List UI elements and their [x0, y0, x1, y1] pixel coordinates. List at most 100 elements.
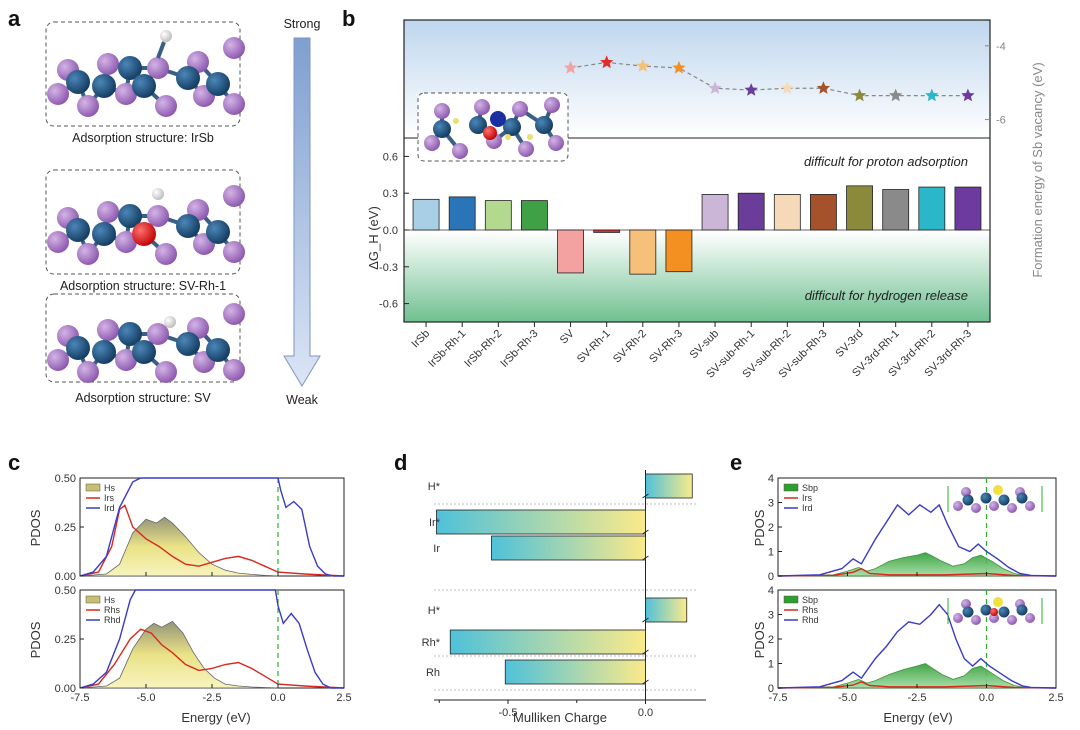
arrow-label-weak: Weak: [286, 393, 318, 407]
y-tick-label: 0.00: [55, 683, 76, 695]
formation-energy-star: [672, 60, 686, 74]
mulliken-bar: [504, 659, 646, 685]
y-tick-label: 0: [768, 683, 774, 695]
sb-atom: [953, 613, 963, 623]
e-top-ylabel: PDOS: [752, 509, 767, 546]
pdos-line-rhd: [777, 603, 1057, 689]
sb-atom: [1007, 615, 1017, 625]
x-tick-label: IrSb: [409, 328, 432, 351]
vacancy-marker: [453, 118, 459, 124]
y-tick-label: 2: [768, 522, 774, 534]
legend-swatch: [783, 595, 799, 604]
mulliken-bar: [645, 597, 688, 623]
legend-label: Rhs: [104, 605, 121, 615]
mulliken-bar: [645, 473, 693, 499]
sb-atom: [223, 241, 245, 263]
y-tick-label: 3: [768, 498, 774, 510]
h-atom: [152, 188, 164, 200]
rh-atom: [132, 222, 156, 246]
ir-atom: [66, 336, 90, 360]
x-tick-label: SV-Rh-2: [611, 328, 649, 366]
formation-energy-star: [636, 59, 650, 72]
h-atom: [164, 316, 176, 328]
y-tick-label: 0.50: [55, 473, 76, 485]
legend-label: Sbp: [802, 483, 818, 493]
x-tick-label: IrSb-Rh-1: [426, 328, 468, 370]
formation-energy-star: [889, 88, 903, 102]
formation-energy-star: [708, 81, 722, 94]
bar: [448, 196, 476, 231]
category-label: Ir*: [429, 517, 441, 529]
y-tick-label: 0.0: [383, 225, 398, 237]
sb-atom: [1025, 501, 1035, 511]
plot-frame-b: [403, 19, 991, 323]
legend-swatch: [85, 595, 101, 604]
ir-atom: [176, 66, 200, 90]
sb-atom: [548, 135, 564, 151]
y-tick-label: 0.3: [383, 188, 398, 200]
vacancy-marker: [527, 134, 533, 140]
x-tick-label: 0.0: [638, 707, 653, 719]
x-tick-label: SV-3rd: [833, 328, 865, 360]
bar: [954, 186, 982, 231]
bar: [412, 198, 440, 231]
ir-atom: [92, 340, 116, 364]
ir-atom: [118, 204, 142, 228]
legend-label: Sbp: [802, 595, 818, 605]
sb-atom: [452, 143, 468, 159]
caption-irsb: Adsorption structure: IrSb: [72, 131, 214, 145]
sb-atom: [47, 231, 69, 253]
sb-atom: [77, 243, 99, 265]
sb-atom: [97, 53, 119, 75]
x-tick-label: -2.5: [203, 692, 222, 704]
bar: [810, 194, 837, 231]
panel-label-c: c: [8, 450, 20, 475]
sb-atom: [953, 501, 963, 511]
caption-sv-rh-1: Adsorption structure: SV-Rh-1: [60, 279, 226, 293]
bar: [737, 192, 765, 231]
c-bottom-ylabel: PDOS: [28, 621, 43, 658]
binding-strength-arrow: [283, 37, 321, 387]
e-xlabel: Energy (eV): [883, 710, 952, 725]
c-top-ylabel: PDOS: [28, 509, 43, 546]
mulliken-bar: [491, 535, 646, 561]
sb-atom: [155, 361, 177, 383]
secondary-tick-label: -4: [996, 41, 1006, 53]
sb-atom: [47, 83, 69, 105]
ir-atom: [176, 332, 200, 356]
formation-energy-star: [925, 88, 939, 102]
panel-label-d: d: [394, 450, 407, 475]
axis-break-mark: [642, 555, 649, 561]
axis-break-mark: [642, 649, 649, 655]
ir-atom: [535, 116, 553, 134]
bar: [701, 194, 729, 231]
vacancy-marker: [505, 134, 511, 140]
plot-frame: [79, 477, 345, 577]
x-tick-label: 2.5: [336, 692, 351, 704]
ir-atom: [66, 70, 90, 94]
ir-atom: [962, 606, 974, 618]
x-tick-label: 2.5: [1048, 692, 1063, 704]
ir-atom: [92, 74, 116, 98]
legend-label: Ird: [104, 503, 115, 513]
b-ylabel: ΔG_H (eV): [366, 206, 381, 270]
ir-atom: [132, 340, 156, 364]
x-tick-label: SV-sub: [688, 328, 722, 362]
ir-atom: [1016, 604, 1028, 616]
pdos-area-sbp: [777, 663, 1057, 689]
category-label: Rh*: [422, 637, 441, 649]
category-label: H*: [428, 481, 441, 493]
legend-swatch: [85, 483, 101, 492]
ir-atom: [118, 322, 142, 346]
sb-atom: [223, 37, 245, 59]
sb-atom: [77, 95, 99, 117]
sb-atom: [115, 83, 137, 105]
c-xlabel: Energy (eV): [181, 710, 250, 725]
pdos-line-rhs: [777, 681, 1057, 689]
sb-atom: [115, 349, 137, 371]
sb-atom: [147, 323, 169, 345]
legend-label: Ird: [802, 503, 813, 513]
x-tick-label: -0.5: [499, 707, 518, 719]
